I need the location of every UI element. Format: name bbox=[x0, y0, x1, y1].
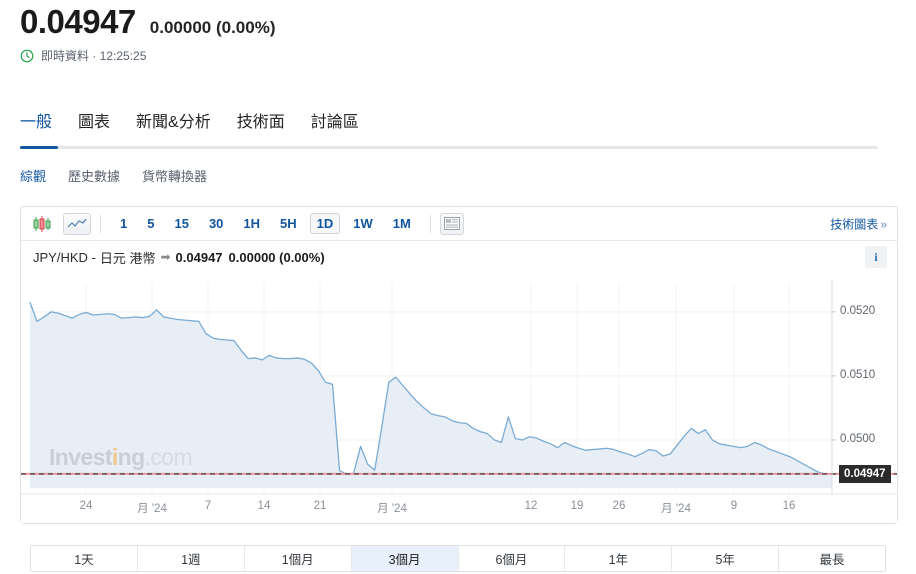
period-max[interactable]: 最長 bbox=[779, 546, 885, 571]
chart-card: 1 5 15 30 1H 5H 1D 1W 1M 技術圖表» bbox=[20, 206, 898, 524]
timeframe-1m[interactable]: 1M bbox=[392, 216, 411, 231]
x-axis-tick-8: 26 bbox=[612, 500, 626, 512]
period-1d[interactable]: 1天 bbox=[31, 546, 138, 571]
tab-charts[interactable]: 圖表 bbox=[78, 114, 111, 131]
x-axis-tick-7: 19 bbox=[570, 500, 584, 512]
x-axis-tick-9: 月 '24 bbox=[661, 503, 691, 515]
period-selector: 1天 1週 1個月 3個月 6個月 1年 5年 最長 bbox=[30, 545, 886, 572]
period-5y[interactable]: 5年 bbox=[672, 546, 780, 571]
sub-tabs: 綜觀 歷史數據 貨幣轉換器 bbox=[20, 166, 207, 185]
x-axis-tick-4: 21 bbox=[313, 500, 327, 512]
toolbar-divider-2 bbox=[429, 214, 431, 233]
timeframe-1h[interactable]: 1H bbox=[243, 216, 261, 231]
tab-forum[interactable]: 討論區 bbox=[310, 114, 359, 131]
period-3mo[interactable]: 3個月 bbox=[351, 546, 459, 571]
chart-toolbar: 1 5 15 30 1H 5H 1D 1W 1M 技術圖表» bbox=[21, 207, 897, 241]
technical-chart-link-label: 技術圖表 bbox=[830, 217, 879, 231]
x-axis-tick-1: 月 '24 bbox=[137, 503, 167, 515]
line-chart-icon[interactable] bbox=[63, 212, 91, 235]
quote-status: 即時資料 · 12:25:25 bbox=[20, 47, 146, 64]
timeframe-1d[interactable]: 1D bbox=[309, 213, 341, 234]
period-6mo[interactable]: 6個月 bbox=[458, 546, 566, 571]
tab-news-analysis[interactable]: 新聞&分析 bbox=[136, 114, 211, 131]
period-1y[interactable]: 1年 bbox=[565, 546, 673, 571]
chart-current-value: 0.04947 bbox=[175, 249, 223, 265]
tab-underline-track bbox=[20, 146, 878, 149]
tab-general[interactable]: 一般 bbox=[20, 114, 53, 131]
subtab-overview[interactable]: 綜觀 bbox=[20, 169, 47, 184]
subtab-historical-data[interactable]: 歷史數據 bbox=[68, 169, 121, 184]
chevron-right-icon: » bbox=[880, 217, 887, 231]
chart-change-value: 0.00000 (0.00%) bbox=[228, 249, 325, 265]
clock-icon bbox=[20, 49, 34, 62]
x-axis-tick-3: 14 bbox=[257, 500, 271, 512]
y-axis-tick-2: 0.0520 bbox=[840, 304, 876, 317]
x-axis-tick-0: 24 bbox=[79, 500, 93, 512]
candlestick-chart-icon[interactable] bbox=[29, 213, 55, 235]
x-axis-tick-11: 16 bbox=[782, 500, 796, 512]
chart-pair-name: 日元 港幣 bbox=[99, 250, 156, 266]
x-axis-tick-2: 7 bbox=[204, 500, 212, 512]
arrow-icon: ➡ bbox=[160, 250, 171, 264]
quote-summary: 0.04947 0.00000 (0.00%) bbox=[20, 2, 276, 48]
x-axis-tick-10: 9 bbox=[730, 500, 738, 512]
news-layout-icon[interactable] bbox=[439, 212, 464, 235]
info-icon-label: i bbox=[874, 249, 878, 264]
period-1mo[interactable]: 1個月 bbox=[244, 546, 352, 571]
period-1w[interactable]: 1週 bbox=[137, 546, 245, 571]
timeframe-5[interactable]: 5 bbox=[147, 216, 155, 231]
subtab-currency-converter[interactable]: 貨幣轉換器 bbox=[142, 169, 208, 184]
timeframe-15[interactable]: 15 bbox=[174, 216, 189, 231]
timeframe-30[interactable]: 30 bbox=[208, 216, 224, 231]
x-axis-tick-6: 12 bbox=[524, 500, 538, 512]
x-axis-tick-5: 月 '24 bbox=[377, 503, 407, 515]
quote-price: 0.04947 bbox=[20, 3, 136, 40]
tab-technical[interactable]: 技術面 bbox=[236, 114, 285, 131]
chart-pair-symbol: JPY/HKD - bbox=[33, 249, 96, 265]
timeframe-5h[interactable]: 5H bbox=[280, 216, 297, 231]
y-axis-tick-0: 0.0500 bbox=[840, 432, 876, 445]
quote-status-text: 即時資料 · 12:25:25 bbox=[41, 49, 147, 63]
toolbar-divider-1 bbox=[100, 214, 101, 233]
timeframe-1[interactable]: 1 bbox=[120, 216, 128, 231]
info-icon[interactable]: i bbox=[865, 246, 887, 268]
quote-change: 0.00000 (0.00%) bbox=[149, 18, 276, 37]
timeframe-1w[interactable]: 1W bbox=[353, 216, 373, 231]
current-price-badge: 0.04947 bbox=[839, 464, 891, 483]
price-area-chart bbox=[21, 273, 897, 523]
technical-chart-link[interactable]: 技術圖表» bbox=[830, 215, 887, 232]
y-axis-tick-1: 0.0510 bbox=[840, 368, 876, 381]
main-tabs: 一般 圖表 新聞&分析 技術面 討論區 bbox=[20, 108, 359, 142]
chart-header: JPY/HKD - 日元 港幣 ➡ 0.04947 0.00000 (0.00%… bbox=[21, 241, 897, 273]
tab-active-indicator bbox=[20, 146, 58, 149]
chart-plot-area: Investing.com 0.04947 0.0500 0.0510 0.0520… bbox=[21, 273, 897, 523]
